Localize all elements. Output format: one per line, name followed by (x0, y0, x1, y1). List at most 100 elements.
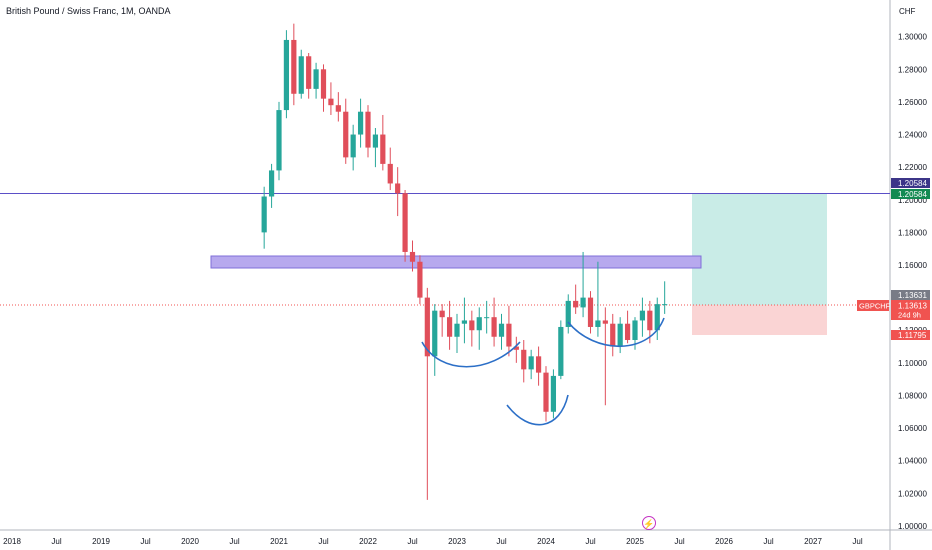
candle-body[interactable] (602, 320, 608, 324)
candle-body[interactable] (276, 110, 282, 171)
target-zone[interactable] (692, 194, 827, 305)
candle-body[interactable] (662, 304, 668, 306)
candle-body[interactable] (335, 105, 341, 112)
symbol-badge-text: GBPCHF (859, 302, 891, 311)
supply-zone[interactable] (210, 255, 702, 269)
candle-body[interactable] (298, 56, 304, 94)
price-tick-label: 1.08000 (898, 391, 927, 400)
time-tick-label: Jul (763, 537, 773, 546)
candle-body[interactable] (424, 297, 430, 357)
candle-body[interactable] (595, 320, 601, 327)
resistance-badge-text: 1.20584 (898, 179, 927, 188)
candle-body[interactable] (639, 310, 646, 321)
candle-body[interactable] (654, 304, 660, 331)
head-curve[interactable] (506, 394, 569, 426)
time-tick-label: Jul (407, 537, 417, 546)
candle-body[interactable] (261, 196, 267, 233)
candle-body[interactable] (343, 111, 349, 158)
price-tick-label: 1.02000 (898, 489, 927, 498)
current-price-badge-text: 1.13613 (898, 302, 927, 311)
candle-body[interactable] (372, 134, 379, 148)
time-tick-label: 2023 (448, 537, 466, 546)
time-tick-label: 2025 (626, 537, 644, 546)
candle-body[interactable] (306, 56, 312, 89)
price-tick-label: 1.28000 (898, 65, 927, 74)
candle-body[interactable] (446, 317, 453, 337)
candle-body[interactable] (283, 39, 290, 111)
flash-icon[interactable]: ⚡ (642, 516, 656, 530)
candle-body[interactable] (632, 320, 638, 341)
candle-body[interactable] (491, 317, 497, 337)
price-tick-label: 1.20000 (898, 196, 927, 205)
candle-body[interactable] (409, 251, 416, 262)
candle-body[interactable] (402, 193, 408, 252)
candle-body[interactable] (313, 69, 319, 89)
time-tick-label: 2021 (270, 537, 288, 546)
candle-body[interactable] (476, 317, 482, 331)
left-shoulder-curve[interactable] (421, 341, 521, 368)
candle-body[interactable] (528, 356, 534, 370)
time-tick-label: Jul (674, 537, 684, 546)
candle-body[interactable] (624, 323, 631, 341)
candle-body[interactable] (320, 69, 327, 99)
candle-body[interactable] (461, 320, 468, 324)
candle-body[interactable] (610, 323, 616, 347)
candle-body[interactable] (565, 300, 571, 327)
resistance-badge-2-text: 1.20584 (898, 190, 927, 199)
candle-body[interactable] (550, 375, 557, 412)
time-tick-label: Jul (51, 537, 61, 546)
last-price-badge (891, 290, 930, 300)
candle-body[interactable] (454, 323, 460, 337)
candle-body[interactable] (291, 39, 297, 94)
stop-zone[interactable] (692, 305, 827, 335)
price-tick-label: 1.22000 (898, 163, 927, 172)
time-tick-label: 2026 (715, 537, 733, 546)
candle-body[interactable] (617, 323, 623, 347)
candle-body[interactable] (380, 134, 386, 164)
candle-body[interactable] (498, 323, 505, 337)
candle-body[interactable] (350, 134, 356, 158)
price-tick-label: 1.10000 (898, 359, 927, 368)
candle-body[interactable] (587, 297, 594, 327)
time-tick-label: 2022 (359, 537, 377, 546)
candle-body[interactable] (573, 300, 579, 308)
candle-body[interactable] (328, 98, 334, 106)
last-price-badge-text: 1.13631 (898, 291, 927, 300)
price-tick-label: 1.00000 (898, 522, 927, 531)
price-tick-label: 1.18000 (898, 228, 927, 237)
price-tick-label: 1.16000 (898, 261, 927, 270)
time-tick-label: Jul (585, 537, 595, 546)
symbol-badge (857, 300, 889, 311)
candle-body[interactable] (558, 326, 564, 376)
candle-body[interactable] (535, 356, 542, 373)
candle-body[interactable] (417, 261, 423, 298)
time-tick-label: Jul (318, 537, 328, 546)
candles-group (261, 23, 668, 500)
candle-body[interactable] (387, 163, 393, 184)
candle-body[interactable] (469, 320, 475, 331)
candle-body[interactable] (513, 346, 519, 350)
candle-body[interactable] (580, 297, 586, 308)
candle-body[interactable] (439, 310, 445, 318)
candle-body[interactable] (521, 349, 527, 370)
right-shoulder-curve[interactable] (567, 317, 665, 348)
chart-title: British Pound / Swiss Franc, 1M, OANDA (6, 6, 171, 16)
time-tick-label: 2018 (3, 537, 21, 546)
time-tick-label: 2019 (92, 537, 110, 546)
candle-body[interactable] (543, 372, 549, 412)
candle-body[interactable] (647, 310, 653, 331)
price-tick-label: 1.26000 (898, 98, 927, 107)
candle-body[interactable] (357, 111, 364, 135)
candle-body[interactable] (432, 310, 438, 357)
candle-body[interactable] (395, 183, 401, 194)
currency-label: CHF (899, 7, 916, 16)
current-price-badge (891, 300, 930, 320)
candle-body[interactable] (365, 111, 371, 148)
resistance-badge-2 (891, 189, 930, 199)
candle-body[interactable] (484, 317, 490, 319)
time-tick-label: 2020 (181, 537, 199, 546)
candle-body[interactable] (506, 323, 512, 347)
candle-body[interactable] (268, 170, 275, 197)
stop-badge-text: 1.11795 (898, 331, 927, 340)
